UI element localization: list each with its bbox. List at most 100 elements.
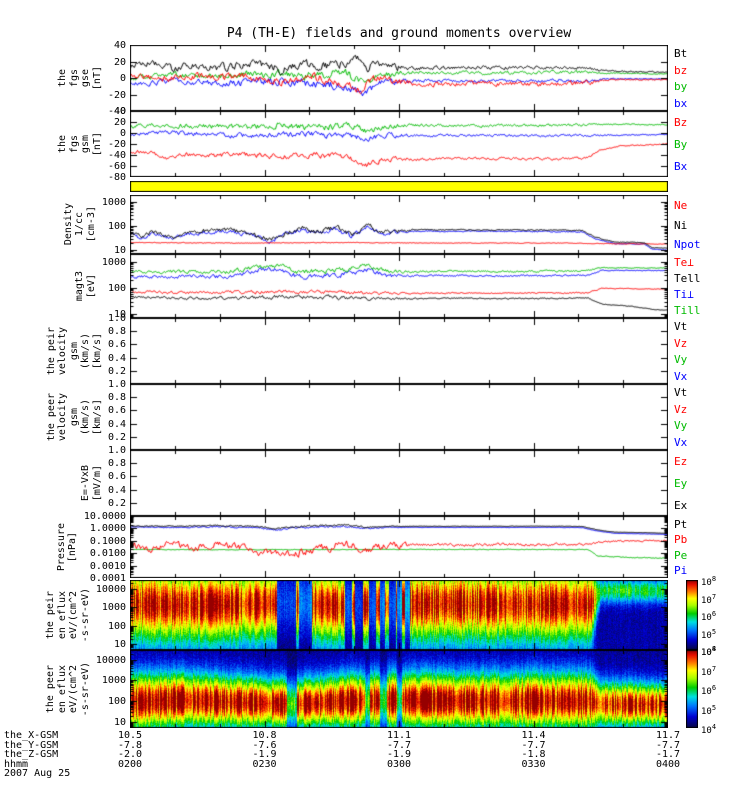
ylabel-fgs-gsm: the fgs gsm [nT]: [38, 111, 103, 177]
ylabel-peir-spec: the peir en eflux eV/(cm^2 -s-sr-eV): [38, 580, 91, 650]
ylabel-line: [eV]: [85, 273, 97, 299]
axis-value: -2.0: [117, 749, 143, 760]
ylabel-line: E=-VxB: [80, 464, 92, 502]
legend-ey: Ey: [674, 477, 688, 490]
colorbar-tick: 106: [701, 684, 717, 697]
axis-value: 10.8: [252, 730, 277, 741]
axis-value: 0300: [386, 758, 412, 770]
ylabel-line: velocity: [57, 392, 69, 442]
panel-peer-spec: [130, 650, 668, 728]
ytick-pressure: 0.0001: [89, 573, 126, 584]
panel-magt3-canvas: [130, 254, 668, 318]
ytick-fgs-gsm: -80: [107, 172, 126, 183]
ylabel-line: velocity: [57, 326, 69, 376]
ytick-fgs-gsm: -60: [107, 161, 126, 172]
panel-peir-spec: [130, 580, 668, 650]
ylabel-line: [nT]: [91, 131, 103, 157]
panel-peir-spec-canvas: [130, 580, 668, 650]
ytick-fgs-gse: -20: [107, 89, 126, 101]
legend-vt: Vt: [674, 320, 688, 334]
colorbar-tick: 107: [701, 592, 717, 606]
panel-peer-velocity-canvas: [130, 384, 668, 450]
ylabel-line: [nPa]: [67, 531, 79, 563]
ytick-peer-spec: 10: [113, 716, 126, 728]
panel-pressure: [130, 516, 668, 578]
legend-tell: Tell: [674, 272, 701, 285]
panel-fgs-gse-canvas: [130, 45, 668, 111]
legend-vx: Vx: [674, 369, 688, 383]
colorbar-tick: 107: [701, 664, 717, 678]
colorbar-tick: 108: [701, 575, 717, 588]
panel-fgs-gse: [130, 45, 668, 111]
ylabel-magt3: magt3 [eV]: [38, 254, 97, 318]
legend-ti: Ti⊥: [674, 288, 694, 301]
panel-efield: [130, 450, 668, 516]
ylabel-line: (km/s): [80, 398, 92, 436]
legend-pb: Pb: [674, 533, 688, 547]
axis-value: -1.7: [655, 749, 681, 760]
ylabel-line: [km/s]: [91, 332, 103, 370]
panel-pressure-canvas: [130, 516, 668, 578]
ylabel-line: the peir: [45, 326, 57, 376]
colorbar-peer-spec: [686, 650, 698, 728]
ytick-peir-spec: 1000: [101, 602, 126, 614]
axis-value: -7.6: [252, 739, 277, 751]
ytick-peir-spec: 10000: [95, 583, 126, 595]
ytick-magt3: 10: [113, 308, 126, 320]
axis-value: -7.7: [521, 739, 546, 751]
legend-vy: Vy: [674, 419, 688, 433]
legend-ne: Ne: [674, 198, 688, 212]
ylabel-line: magt3: [74, 270, 86, 302]
ytick-efield: 0.8: [107, 458, 126, 470]
ylabel-line: fgs: [68, 134, 80, 154]
panel-peir-velocity: [130, 318, 668, 384]
ylabel-line: [nT]: [91, 65, 103, 91]
legend-till: Till: [674, 304, 701, 317]
ytick-density: 100: [107, 221, 126, 233]
ytick-pressure: 0.1000: [89, 535, 126, 547]
axis-value: 0230: [252, 758, 277, 770]
panel-flags: [130, 181, 668, 192]
colorbar-tick: 108: [701, 645, 717, 658]
panel-peer-velocity: [130, 384, 668, 450]
legend-pi: Pi: [674, 564, 688, 578]
legend-ex: Ex: [674, 499, 688, 512]
panel-flags-canvas: [130, 181, 668, 192]
ytick-fgs-gse: 40: [113, 40, 126, 51]
ylabel-pressure: Pressure [nPa]: [38, 516, 79, 578]
axis-value: 0400: [655, 758, 681, 770]
ylabel-line: eV/(cm^2: [68, 664, 79, 714]
ylabel-line: -s-sr-eV): [79, 587, 91, 643]
ylabel-line: the peer: [45, 664, 56, 714]
ylabel-line: [mV/m]: [91, 464, 103, 502]
panel-magt3: [130, 254, 668, 318]
ytick-fgs-gse: 0: [119, 73, 126, 84]
axis-value: 11.4: [521, 730, 546, 741]
ytick-efield: 1.0: [107, 445, 126, 456]
ytick-peir-spec: 100: [107, 620, 126, 632]
ytick-fgs-gse: -40: [107, 106, 126, 117]
ylabel-line: the: [57, 134, 69, 154]
ylabel-line: the: [57, 68, 69, 88]
ytick-peir-velocity: 0.6: [107, 339, 126, 351]
ytick-efield: 0.4: [107, 484, 126, 496]
ytick-fgs-gsm: 0: [119, 128, 126, 139]
axis-value: -1.9: [386, 749, 412, 760]
ytick-peer-spec: 10000: [95, 654, 126, 666]
legend-vt: Vt: [674, 386, 688, 400]
panel-fgs-gsm-canvas: [130, 111, 668, 177]
ytick-magt3: 100: [107, 282, 126, 294]
ytick-peir-spec: 10: [113, 639, 126, 651]
legend-pt: Pt: [674, 517, 688, 531]
ytick-pressure: 1.0000: [89, 523, 126, 535]
ytick-peer-velocity: 0.4: [107, 418, 126, 430]
ylabel-line: the peir: [45, 590, 56, 640]
ytick-efield: 0.2: [107, 497, 126, 509]
axis-value: 11.1: [386, 730, 412, 741]
ytick-peir-velocity: 0.8: [107, 326, 126, 338]
axis-value: 11.7: [655, 730, 681, 741]
panel-peer-spec-canvas: [130, 650, 668, 728]
axis-value: -7.8: [117, 739, 143, 751]
ylabel-line: gsm: [80, 134, 92, 154]
legend-by: By: [674, 138, 688, 151]
